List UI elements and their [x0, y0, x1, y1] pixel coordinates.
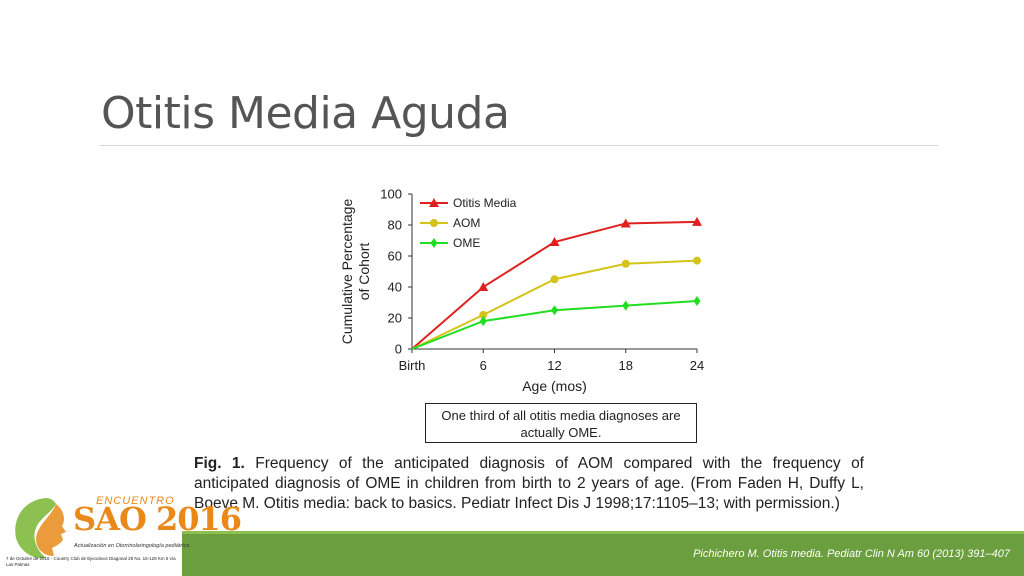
y-tick-label: 60	[388, 249, 402, 264]
y-axis-label: Cumulative Percentage	[339, 199, 355, 345]
data-point-ome	[551, 305, 558, 316]
caption-label: Fig. 1.	[194, 455, 245, 472]
data-point-aom	[621, 259, 630, 268]
y-axis-label-line2: of Cohort	[356, 243, 372, 301]
data-point-otitis-media	[478, 282, 489, 291]
x-tick-label: 12	[547, 358, 561, 373]
x-tick-label: Birth	[399, 358, 426, 373]
data-point-ome	[479, 316, 487, 327]
legend-label-ome: OME	[453, 236, 480, 250]
event-logo	[0, 488, 182, 576]
logo-subtitle: Actualización en Otorrinolaringología pe…	[74, 543, 190, 549]
logo-top-text: ENCUENTRO	[96, 495, 175, 507]
data-point-aom	[479, 310, 488, 319]
y-tick-label: 20	[388, 311, 402, 326]
x-tick-label: 24	[690, 358, 704, 373]
data-point-aom	[550, 275, 559, 284]
x-tick-label: 18	[619, 358, 633, 373]
x-axis-label: Age (mos)	[522, 378, 587, 394]
data-point-otitis-media	[620, 218, 631, 228]
logo-main-text: SAO 2016	[73, 500, 242, 538]
legend-marker-ome	[430, 238, 438, 248]
legend-label-otitis-media: Otitis Media	[453, 196, 517, 210]
footer-citation: Pichichero M. Otitis media. Pediatr Clin…	[693, 548, 1010, 560]
face-profile-icon	[15, 498, 66, 559]
logo-date-text: 7 de Octubre de 2016 · Country Club de E…	[6, 556, 176, 567]
note-box: One third of all otitis media diagnoses …	[425, 403, 697, 443]
figure-caption: Fig. 1. Frequency of the anticipated dia…	[194, 454, 864, 514]
y-tick-label: 40	[388, 280, 402, 295]
data-point-aom	[693, 256, 701, 265]
y-tick-label: 80	[388, 218, 402, 233]
caption-text: Frequency of the anticipated diagnosis o…	[194, 455, 864, 512]
footer-accent	[0, 531, 1024, 535]
legend-marker-otitis-media	[429, 198, 439, 207]
data-point-ome	[693, 295, 701, 306]
legend-label-aom: AOM	[453, 216, 480, 230]
x-tick-label: 6	[480, 358, 487, 373]
y-tick-label: 100	[380, 187, 402, 202]
slide-title: Otitis Media Aguda	[101, 88, 510, 139]
data-point-otitis-media	[549, 237, 560, 247]
series-line-aom	[411, 259, 698, 350]
data-point-otitis-media	[692, 216, 702, 226]
title-divider	[100, 145, 938, 146]
legend-marker-aom	[430, 219, 438, 227]
data-point-ome	[622, 300, 630, 311]
y-tick-label: 0	[395, 342, 402, 357]
